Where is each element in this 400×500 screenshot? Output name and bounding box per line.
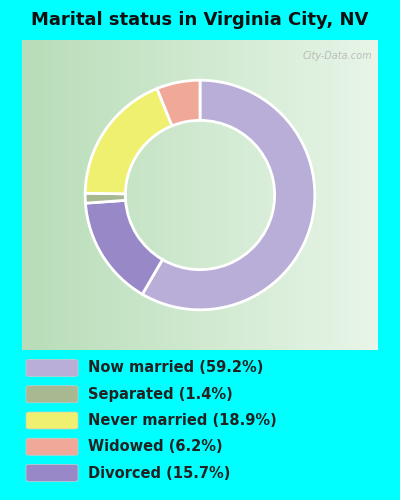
FancyBboxPatch shape bbox=[26, 438, 78, 456]
Wedge shape bbox=[157, 80, 200, 126]
Text: Separated (1.4%): Separated (1.4%) bbox=[88, 387, 233, 402]
Text: Marital status in Virginia City, NV: Marital status in Virginia City, NV bbox=[31, 11, 369, 29]
FancyBboxPatch shape bbox=[26, 360, 78, 376]
FancyBboxPatch shape bbox=[26, 386, 78, 403]
Wedge shape bbox=[85, 88, 172, 194]
Text: Never married (18.9%): Never married (18.9%) bbox=[88, 413, 277, 428]
Wedge shape bbox=[85, 193, 126, 203]
Wedge shape bbox=[86, 200, 162, 294]
Text: Widowed (6.2%): Widowed (6.2%) bbox=[88, 439, 223, 454]
Text: Divorced (15.7%): Divorced (15.7%) bbox=[88, 466, 230, 480]
Text: City-Data.com: City-Data.com bbox=[302, 52, 372, 62]
Text: Now married (59.2%): Now married (59.2%) bbox=[88, 360, 263, 376]
Wedge shape bbox=[142, 80, 315, 310]
FancyBboxPatch shape bbox=[26, 464, 78, 481]
FancyBboxPatch shape bbox=[26, 412, 78, 429]
